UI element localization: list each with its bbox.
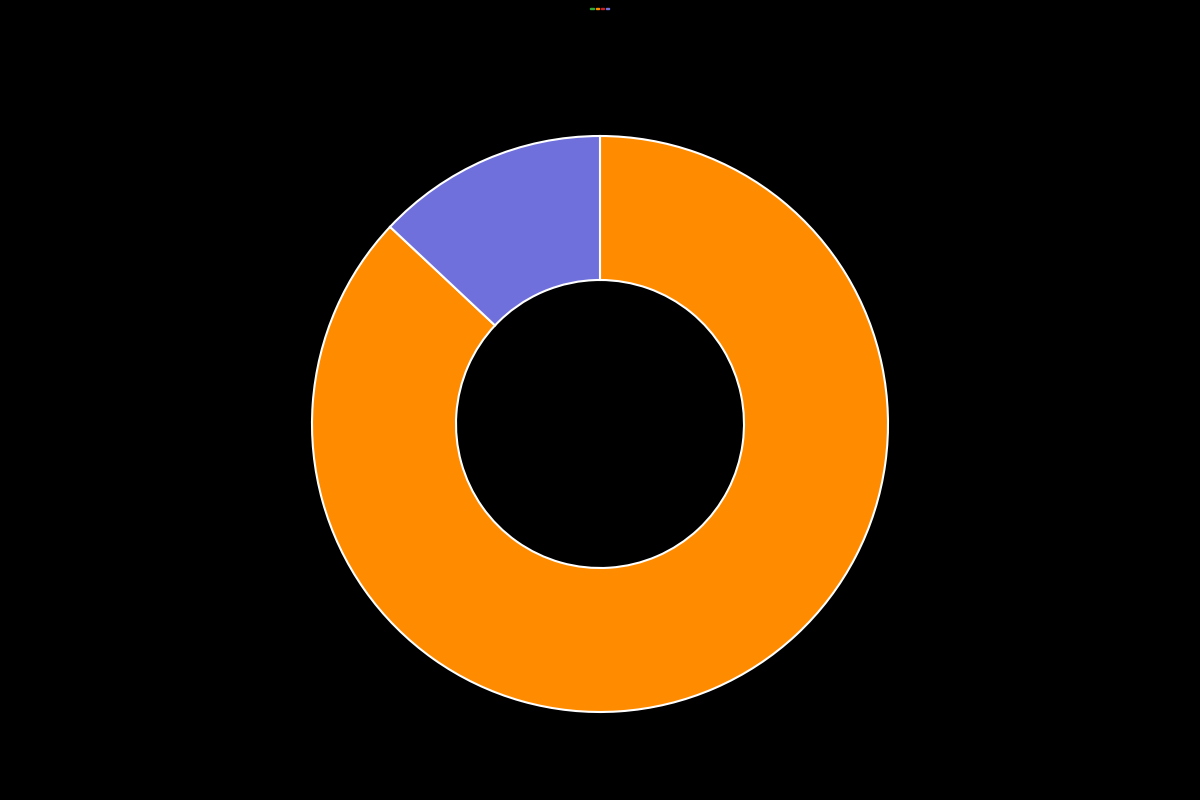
Wedge shape: [312, 136, 888, 712]
Wedge shape: [390, 136, 600, 326]
Legend: , , , : , , ,: [590, 7, 610, 10]
